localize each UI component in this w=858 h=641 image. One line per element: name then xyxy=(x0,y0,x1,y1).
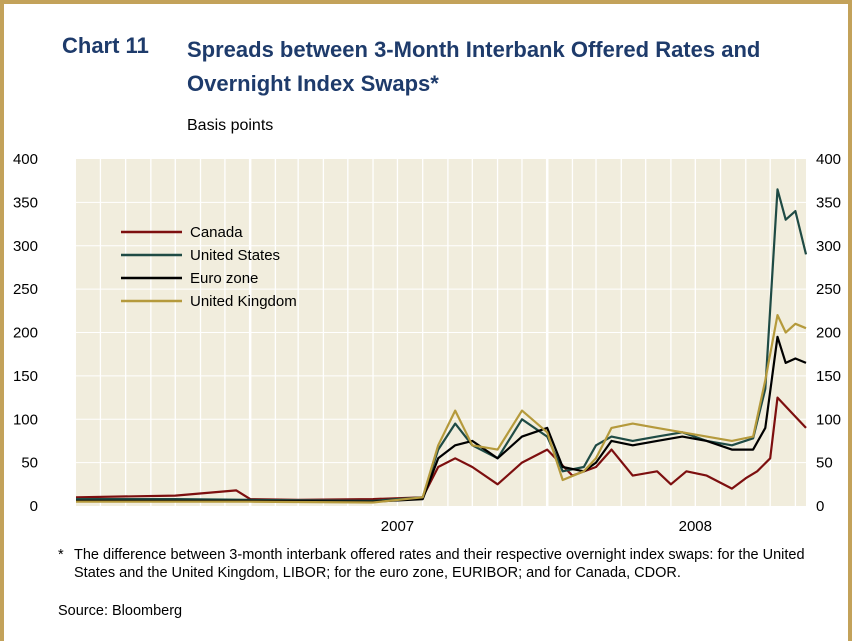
y-tick-label-left: 100 xyxy=(13,411,38,428)
y-tick-label-right: 300 xyxy=(816,238,841,255)
y-tick-label-left: 350 xyxy=(13,194,38,211)
legend-label: Euro zone xyxy=(190,270,258,287)
y-tick-label-left: 50 xyxy=(21,455,38,472)
x-tick-label: 2008 xyxy=(679,518,712,535)
y-tick-label-left: 150 xyxy=(13,368,38,385)
y-tick-label-left: 0 xyxy=(30,498,38,515)
footnote: * The difference between 3-month interba… xyxy=(58,546,828,582)
y-tick-label-left: 300 xyxy=(13,238,38,255)
y-tick-label-right: 150 xyxy=(816,368,841,385)
legend-label: United Kingdom xyxy=(190,293,297,310)
legend-label: United States xyxy=(190,247,280,264)
y-tick-label-right: 350 xyxy=(816,194,841,211)
chart-title: Spreads between 3-Month Interbank Offere… xyxy=(187,37,761,96)
footnote-text: The difference between 3-month interbank… xyxy=(74,547,805,581)
y-tick-label-right: 400 xyxy=(816,151,841,168)
chart-subtitle: Basis points xyxy=(187,117,274,134)
y-tick-label-right: 250 xyxy=(816,281,841,298)
x-tick-label: 2007 xyxy=(381,518,414,535)
y-tick-label-left: 400 xyxy=(13,151,38,168)
y-tick-label-right: 50 xyxy=(816,455,833,472)
y-tick-label-left: 200 xyxy=(13,325,38,342)
y-tick-label-right: 100 xyxy=(816,411,841,428)
footnote-marker: * xyxy=(58,547,64,563)
chart-number: Chart 11 xyxy=(62,33,149,58)
y-tick-label-left: 250 xyxy=(13,281,38,298)
source-note: Source: Bloomberg xyxy=(58,603,183,619)
y-tick-label-right: 0 xyxy=(816,498,824,515)
legend-label: Canada xyxy=(190,224,243,241)
series-line-united-kingdom xyxy=(76,314,807,504)
y-tick-label-right: 200 xyxy=(816,325,841,342)
